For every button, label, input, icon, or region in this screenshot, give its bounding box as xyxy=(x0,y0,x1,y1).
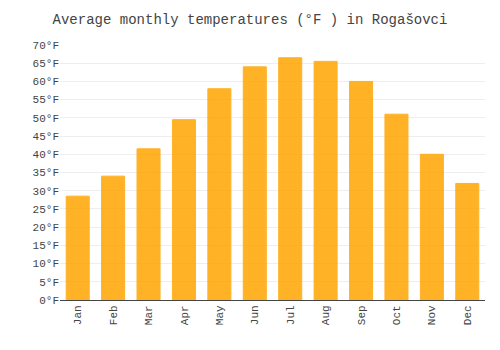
svg-text:Jun: Jun xyxy=(249,305,261,325)
svg-text:55°F: 55°F xyxy=(33,94,59,106)
svg-text:15°F: 15°F xyxy=(33,240,59,252)
svg-text:20°F: 20°F xyxy=(33,222,59,234)
svg-text:5°F: 5°F xyxy=(39,277,59,289)
svg-text:45°F: 45°F xyxy=(33,131,59,143)
svg-text:Jan: Jan xyxy=(72,305,84,325)
svg-text:0°F: 0°F xyxy=(39,295,59,307)
svg-text:May: May xyxy=(214,305,226,325)
svg-text:Aug: Aug xyxy=(320,305,332,325)
svg-text:70°F: 70°F xyxy=(33,40,59,52)
svg-text:35°F: 35°F xyxy=(33,167,59,179)
svg-text:Jul: Jul xyxy=(285,305,297,325)
svg-text:65°F: 65°F xyxy=(33,58,59,70)
svg-text:Feb: Feb xyxy=(108,305,120,325)
svg-text:Dec: Dec xyxy=(462,305,474,325)
svg-text:10°F: 10°F xyxy=(33,258,59,270)
svg-text:Average monthly temperatures (: Average monthly temperatures (°F ) in Ro… xyxy=(53,12,448,28)
svg-text:Oct: Oct xyxy=(391,305,403,325)
svg-text:30°F: 30°F xyxy=(33,186,59,198)
svg-text:Nov: Nov xyxy=(426,305,438,325)
svg-text:Mar: Mar xyxy=(143,305,155,325)
svg-text:Apr: Apr xyxy=(179,305,191,325)
svg-text:60°F: 60°F xyxy=(33,76,59,88)
svg-text:50°F: 50°F xyxy=(33,113,59,125)
svg-text:40°F: 40°F xyxy=(33,149,59,161)
svg-text:25°F: 25°F xyxy=(33,204,59,216)
svg-text:Sep: Sep xyxy=(356,305,368,325)
